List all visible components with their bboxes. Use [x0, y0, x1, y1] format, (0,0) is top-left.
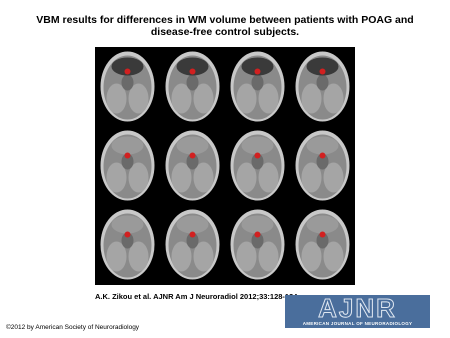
brainstem — [186, 153, 199, 170]
brain-right-lobe — [258, 241, 279, 272]
frontal-region — [111, 136, 144, 155]
brain-right-lobe — [193, 162, 214, 193]
brainstem — [316, 232, 329, 249]
vbm-highlight — [189, 152, 196, 159]
vbm-highlight — [189, 68, 196, 75]
brain-right-lobe — [193, 83, 214, 114]
brain-right-lobe — [128, 83, 149, 114]
citation: A.K. Zikou et al. AJNR Am J Neuroradiol … — [95, 292, 298, 301]
vbm-highlight — [124, 231, 131, 238]
brain-right-lobe — [323, 83, 344, 114]
brain-right-lobe — [128, 162, 149, 193]
journal-logo: AJNR AMERICAN JOURNAL OF NEURORADIOLOGY — [285, 295, 430, 328]
brain-right-lobe — [323, 241, 344, 272]
vbm-highlight — [254, 231, 261, 238]
copyright: ©2012 by American Society of Neuroradiol… — [6, 324, 140, 331]
vbm-highlight — [319, 152, 326, 159]
frontal-region — [111, 57, 144, 76]
brain-left-lobe — [236, 83, 257, 114]
brainstem — [121, 153, 134, 170]
brainstem — [121, 232, 134, 249]
brain-right-lobe — [323, 162, 344, 193]
vbm-highlight — [319, 231, 326, 238]
brain-left-lobe — [106, 241, 127, 272]
brain-right-lobe — [258, 162, 279, 193]
brainstem — [251, 153, 264, 170]
brain-right-lobe — [193, 241, 214, 272]
brainstem — [251, 232, 264, 249]
vbm-highlight — [254, 152, 261, 159]
brainstem — [316, 74, 329, 91]
vbm-highlight — [254, 68, 261, 75]
brainstem — [186, 232, 199, 249]
brain-left-lobe — [106, 162, 127, 193]
frontal-region — [241, 136, 274, 155]
vbm-highlight — [319, 68, 326, 75]
frontal-region — [306, 57, 339, 76]
brain-left-lobe — [171, 83, 192, 114]
brain-left-lobe — [236, 162, 257, 193]
frontal-region — [176, 57, 209, 76]
brain-left-lobe — [301, 162, 322, 193]
brain-left-lobe — [106, 83, 127, 114]
brainstem — [186, 74, 199, 91]
frontal-region — [241, 215, 274, 234]
frontal-region — [111, 215, 144, 234]
brain-left-lobe — [171, 162, 192, 193]
brain-left-lobe — [301, 83, 322, 114]
brain-left-lobe — [301, 241, 322, 272]
vbm-highlight — [124, 152, 131, 159]
brainstem — [121, 74, 134, 91]
brain-left-lobe — [236, 241, 257, 272]
brain-right-lobe — [258, 83, 279, 114]
logo-text: AJNR — [318, 293, 397, 323]
frontal-region — [306, 215, 339, 234]
brain-right-lobe — [128, 241, 149, 272]
logo-subtitle: AMERICAN JOURNAL OF NEURORADIOLOGY — [302, 321, 413, 326]
brain-left-lobe — [171, 241, 192, 272]
frontal-region — [176, 215, 209, 234]
slide-title: VBM results for differences in WM volume… — [36, 14, 414, 38]
vbm-highlight — [189, 231, 196, 238]
frontal-region — [241, 57, 274, 76]
brainstem — [316, 153, 329, 170]
frontal-region — [176, 136, 209, 155]
mri-figure — [95, 47, 355, 285]
brainstem — [251, 74, 264, 91]
vbm-highlight — [124, 68, 131, 75]
frontal-region — [306, 136, 339, 155]
